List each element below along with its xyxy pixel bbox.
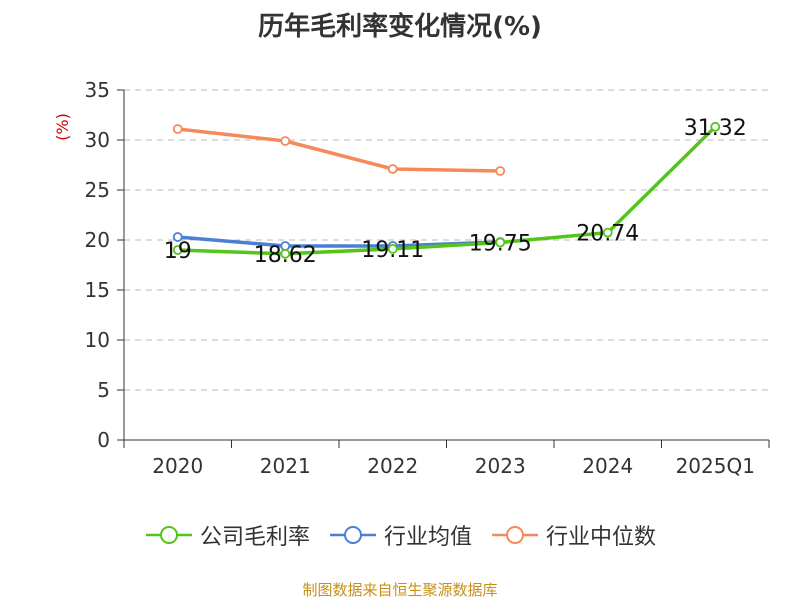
data-label: 19 bbox=[164, 239, 192, 264]
legend-item[interactable]: 行业均值 bbox=[328, 519, 472, 551]
data-label: 20.74 bbox=[576, 222, 639, 247]
data-point bbox=[387, 243, 398, 254]
data-point bbox=[495, 237, 506, 248]
x-tick-label: 2025Q1 bbox=[676, 454, 755, 478]
data-point bbox=[710, 121, 721, 132]
series-lines bbox=[172, 121, 721, 259]
y-tick-label: 25 bbox=[85, 178, 110, 202]
legend-label: 行业中位数 bbox=[546, 525, 657, 550]
y-tick-label: 15 bbox=[85, 278, 110, 302]
data-point bbox=[280, 248, 291, 259]
y-tick-label: 30 bbox=[85, 128, 110, 152]
data-point bbox=[280, 136, 291, 146]
legend-marker-icon bbox=[145, 526, 192, 544]
legend-label: 公司毛利率 bbox=[199, 525, 310, 550]
legend-item[interactable]: 行业中位数 bbox=[490, 519, 656, 551]
data-label: 19.75 bbox=[469, 232, 532, 257]
legend-label: 行业均值 bbox=[383, 525, 472, 550]
x-tick-label: 2024 bbox=[582, 454, 633, 478]
source-note: 制图数据来自恒生聚源数据库 bbox=[302, 581, 498, 599]
y-tick-label: 20 bbox=[85, 228, 110, 252]
data-point bbox=[172, 124, 183, 134]
x-tick-label: 2023 bbox=[475, 454, 526, 478]
series-line bbox=[177, 127, 501, 173]
data-labels: 19 18.62 19.11 19.75 20.74 31.32 bbox=[164, 116, 747, 268]
data-label: 31.32 bbox=[684, 116, 747, 141]
y-tick-label: 10 bbox=[85, 328, 110, 352]
x-tick-label: 2020 bbox=[152, 454, 203, 478]
data-point bbox=[495, 166, 506, 176]
data-label: 19.11 bbox=[361, 238, 424, 263]
data-label: 18.62 bbox=[254, 243, 317, 268]
data-point bbox=[172, 245, 183, 255]
legend-marker-icon bbox=[329, 526, 376, 544]
data-point bbox=[602, 227, 613, 238]
x-tick-label: 2021 bbox=[260, 454, 311, 478]
legend-item[interactable]: 公司毛利率 bbox=[144, 519, 310, 551]
gridlines bbox=[124, 89, 769, 391]
legend-marker-icon bbox=[492, 526, 538, 544]
y-axis-label: (%) bbox=[53, 113, 72, 141]
legend: 公司毛利率 行业均值 行业中位数 bbox=[0, 519, 800, 551]
y-tick-label: 5 bbox=[97, 378, 110, 402]
series-line bbox=[177, 125, 717, 256]
chart-title: 历年毛利率变化情况(%) bbox=[258, 12, 542, 42]
y-tick-label: 35 bbox=[85, 78, 110, 102]
axes: 0 5 10 15 20 25 30 35 2020 2021 2022 2023 2024 2025Q1 bbox=[85, 78, 770, 478]
data-point bbox=[387, 164, 398, 174]
x-tick-label: 2022 bbox=[367, 454, 418, 478]
y-tick-label: 0 bbox=[97, 428, 110, 452]
data-point bbox=[172, 232, 183, 242]
